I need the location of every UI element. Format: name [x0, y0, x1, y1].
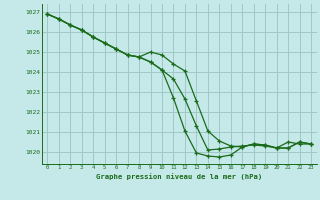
- X-axis label: Graphe pression niveau de la mer (hPa): Graphe pression niveau de la mer (hPa): [96, 173, 262, 180]
